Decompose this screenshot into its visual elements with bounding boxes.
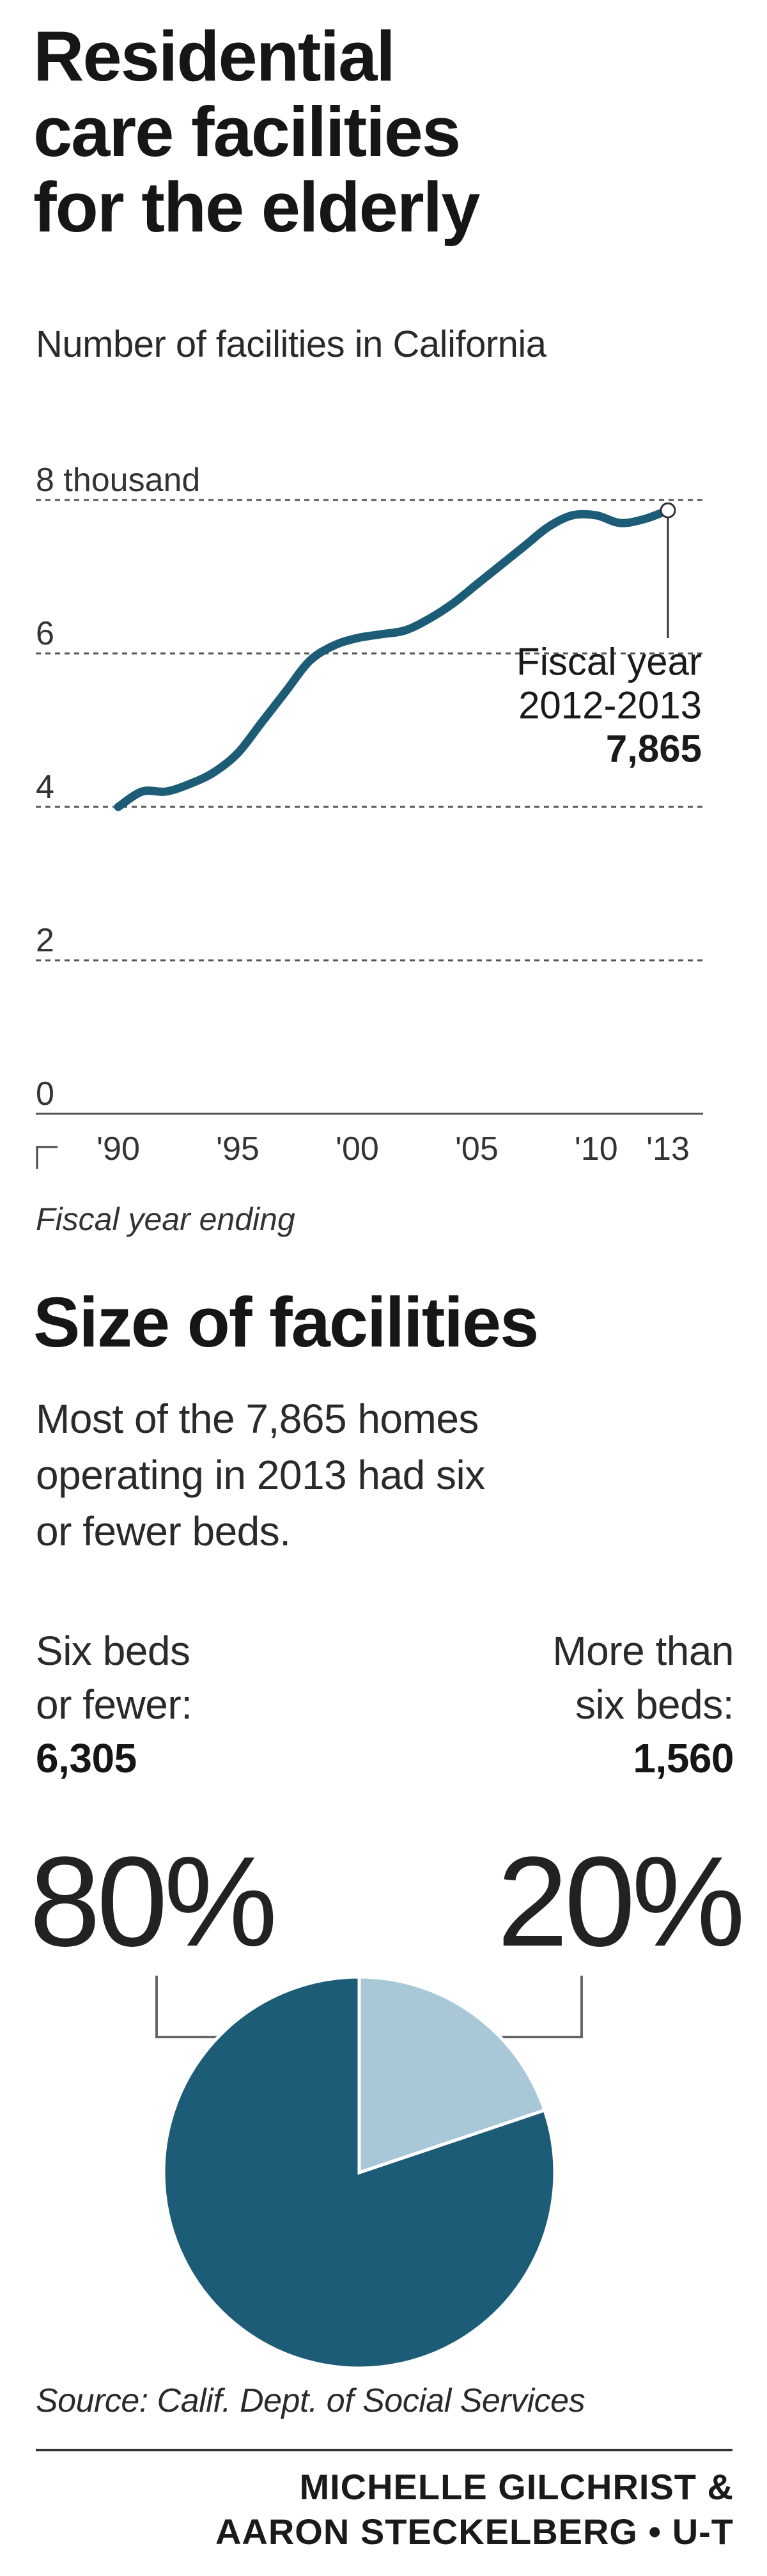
x-axis-title: Fiscal year ending: [36, 1201, 295, 1237]
pie-chart: [155, 1975, 583, 2370]
pie-right-count: 1,560: [633, 1735, 734, 1781]
title-line-3: for the elderly: [33, 168, 480, 247]
description-line-1: Most of the 7,865 homes: [36, 1396, 479, 1442]
title-line-2: care facilities: [33, 93, 461, 171]
pie-right-percent: 20%: [497, 1831, 745, 1973]
pie-left-count: 6,305: [36, 1735, 137, 1781]
description-line-3: or fewer beds.: [36, 1508, 291, 1554]
pie-right-line-1: More than: [552, 1628, 734, 1674]
section-description: Most of the 7,865 homes operating in 201…: [36, 1391, 739, 1559]
pie-left-percent: 80%: [29, 1831, 277, 1973]
divider: [36, 2449, 732, 2451]
y-tick-label: 8 thousand: [36, 462, 200, 499]
x-tick-label: '95: [216, 1130, 260, 1167]
annotation-marker: [660, 502, 676, 519]
annotation-value: 7,865: [606, 728, 702, 770]
x-tick-label: '13: [646, 1130, 690, 1167]
annotation-label-line: 2012-2013: [518, 684, 702, 727]
description-line-2: operating in 2013 had six: [36, 1452, 485, 1498]
pie-left-line-2: or fewer:: [36, 1682, 192, 1728]
y-tick-label: 2: [36, 922, 54, 959]
x-tick-label: '05: [455, 1130, 499, 1167]
credit-line-2: AARON STECKELBERG • U-T: [215, 2511, 734, 2552]
pie-label-small-homes: Six beds or fewer: 6,305: [36, 1624, 192, 1785]
y-tick-label: 0: [36, 1075, 54, 1112]
y-tick-label: 4: [36, 769, 54, 806]
pie-left-line-1: Six beds: [36, 1628, 190, 1674]
x-tick-label: '90: [97, 1130, 140, 1167]
pie-right-line-2: six beds:: [575, 1682, 734, 1728]
annotation-label-line: Fiscal year: [516, 641, 702, 683]
credit-line-1: MICHELLE GILCHRIST &: [299, 2467, 734, 2507]
x-tick-label: '00: [336, 1130, 379, 1167]
y-tick-label: 6: [36, 615, 54, 652]
line-chart: 8 thousand 6 4 2 0 '90 '95 '00 '05 '10 '13 Fiscal …: [36, 462, 703, 1237]
pie-label-large-homes: More than six beds: 1,560: [552, 1624, 734, 1785]
title-line-1: Residential: [33, 17, 396, 96]
chart-subtitle: Number of facilities in California: [36, 324, 546, 365]
source-note: Source: Calif. Dept. of Social Services: [36, 2382, 585, 2419]
x-tick-label: '10: [575, 1130, 618, 1167]
series-line: [114, 506, 672, 811]
x-axis-bracket: [36, 1146, 58, 1169]
pie-slice-large-homes: [357, 1975, 547, 2175]
credit: MICHELLE GILCHRIST & AARON STECKELBERG •…: [215, 2465, 734, 2554]
page-title: Residential care facilities for the elde…: [33, 19, 736, 246]
section-title: Size of facilities: [33, 1283, 539, 1362]
